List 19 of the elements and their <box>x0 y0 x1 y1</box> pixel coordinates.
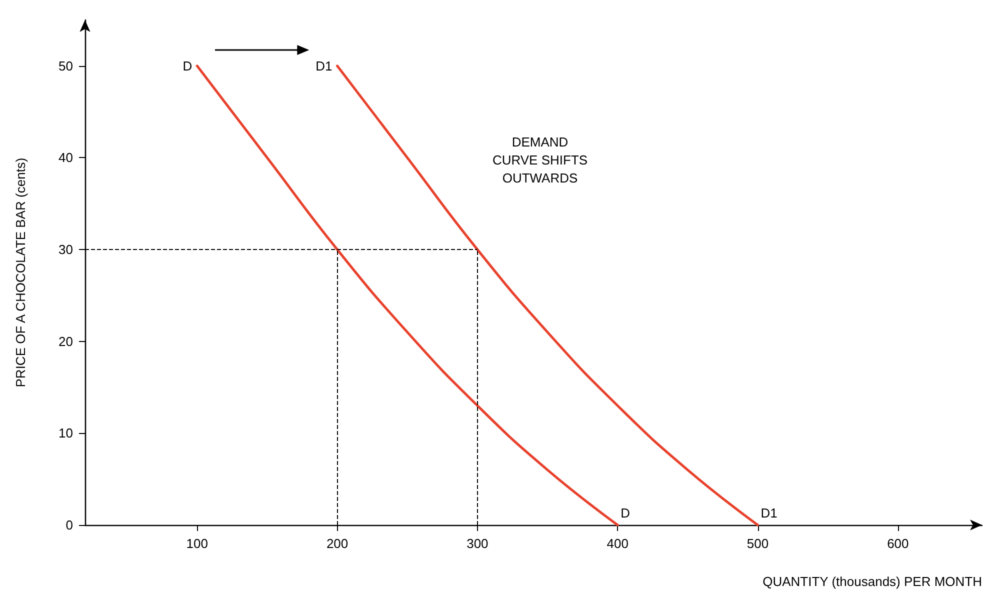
x-tick-label: 300 <box>466 536 488 551</box>
y-tick-label: 0 <box>66 518 73 532</box>
text: D1 <box>760 506 778 520</box>
series-label: D1 <box>316 58 332 74</box>
series-label: D <box>182 58 192 74</box>
y-tick-label: 10 <box>58 426 73 441</box>
y-tick-label: 50 <box>58 58 73 74</box>
y-axis-title: PRICE OF A CHOCOLATE BAR (cents) <box>13 158 28 388</box>
y-tick-label: 30 <box>58 242 73 258</box>
x-tick-label: 500 <box>746 536 769 551</box>
text: D <box>620 506 630 520</box>
x-tick-label: 600 <box>887 536 909 551</box>
x-tick-label: 100 <box>186 536 208 551</box>
x-tick-label: 400 <box>606 536 628 551</box>
annotation: DEMAND CURVE SHIFTS OUTWARDS <box>492 134 588 186</box>
y-tick-label: 40 <box>58 150 73 166</box>
y-tick-label: 20 <box>58 334 73 349</box>
x-tick-label: 200 <box>326 536 348 551</box>
x-axis-title: QUANTITY (thousands) PER MONTH <box>762 574 982 589</box>
